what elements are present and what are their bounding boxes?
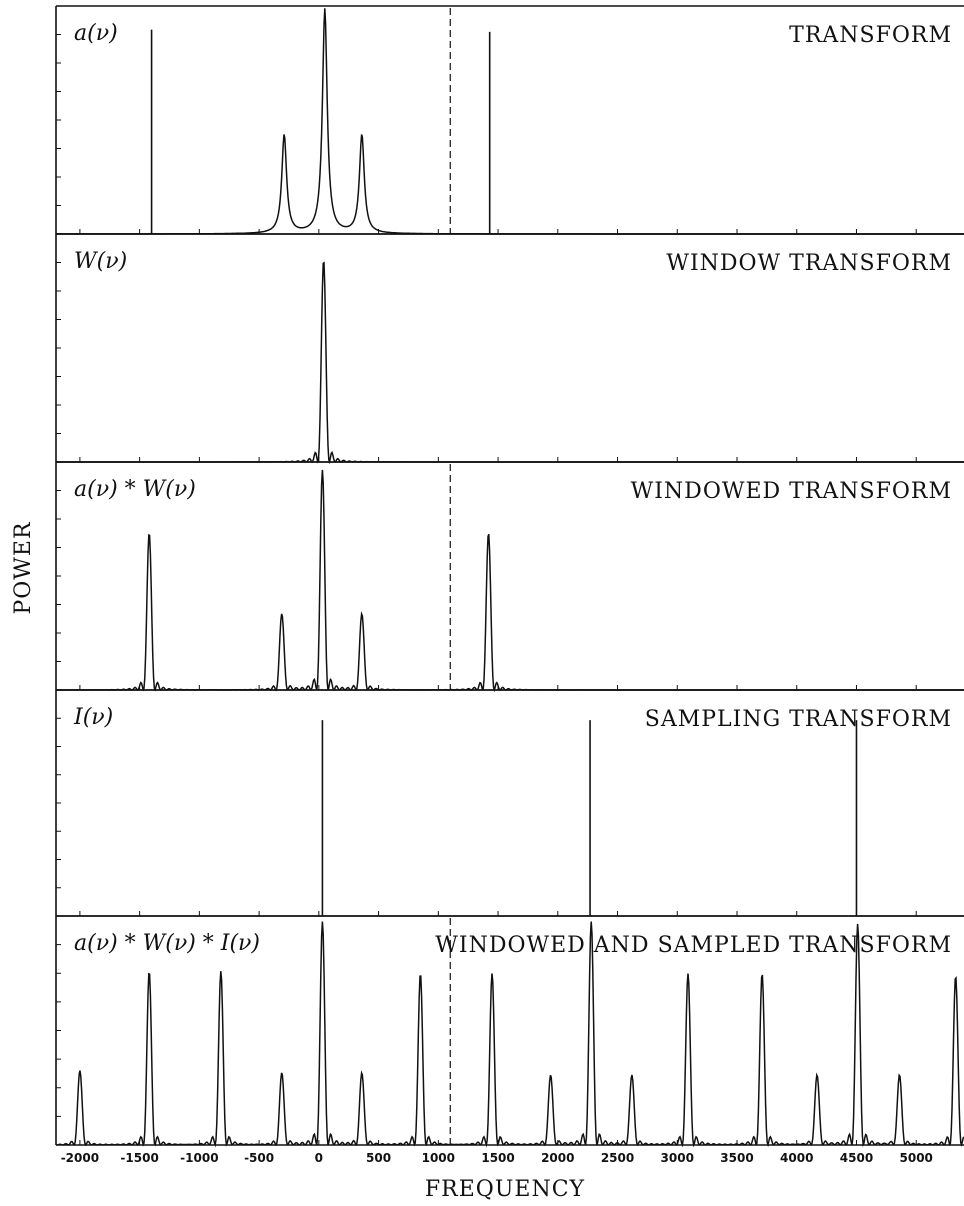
x-tick-label: 4000 [780, 1151, 813, 1165]
panel-title: WINDOWED TRANSFORM [631, 479, 952, 504]
panel-math-label: a(ν) * W(ν) * I(ν) [74, 931, 260, 956]
x-tick-label: -2000 [61, 1151, 99, 1165]
panel-title: TRANSFORM [789, 23, 952, 48]
panel-math-label: I(ν) [73, 705, 113, 730]
series-line [56, 261, 964, 465]
x-tick-label: -1000 [180, 1151, 218, 1165]
panel-math-label: a(ν) [74, 21, 118, 46]
x-tick-label: 4500 [840, 1151, 873, 1165]
panel-windowed_sampled: a(ν) * W(ν) * I(ν) WINDOWED AND SAMPLED T… [55, 915, 964, 1148]
panels: a(ν) TRANSFORM W(ν) WINDOW TRANSFORM a(ν) * … [55, 5, 964, 1148]
x-tick-label: 2000 [541, 1151, 574, 1165]
x-axis-label: FREQUENCY [425, 1177, 585, 1202]
panel-windowed: a(ν) * W(ν) WINDOWED TRANSFORM [55, 461, 964, 693]
panel-title: WINDOW TRANSFORM [666, 251, 952, 276]
x-tick-label: -1500 [120, 1151, 158, 1165]
panel-title: WINDOWED AND SAMPLED TRANSFORM [435, 933, 952, 958]
panel-title: SAMPLING TRANSFORM [645, 707, 952, 732]
x-tick-label: 0 [315, 1151, 323, 1165]
panel-transform: a(ν) TRANSFORM [55, 5, 964, 235]
x-tick-label: 3500 [720, 1151, 753, 1165]
x-tick-label: 3000 [661, 1151, 694, 1165]
series-line [55, 921, 964, 1148]
panel-math-label: W(ν) [74, 249, 127, 274]
x-axis: -2000 -1500 -1000 -500 0 500 1000 1500 2000 2500 3… [61, 1151, 933, 1165]
x-tick-label: 2500 [601, 1151, 634, 1165]
x-tick-label: -500 [244, 1151, 274, 1165]
x-tick-label: 5000 [900, 1151, 933, 1165]
y-axis-label: POWER [11, 521, 36, 615]
panel-sampling: I(ν) SAMPLING TRANSFORM [55, 689, 964, 917]
panel-window: W(ν) WINDOW TRANSFORM [55, 233, 964, 465]
x-tick-label: 1000 [422, 1151, 455, 1165]
x-tick-label: 1500 [481, 1151, 514, 1165]
x-tick-label: 500 [366, 1151, 391, 1165]
panel-math-label: a(ν) * W(ν) [74, 477, 196, 502]
